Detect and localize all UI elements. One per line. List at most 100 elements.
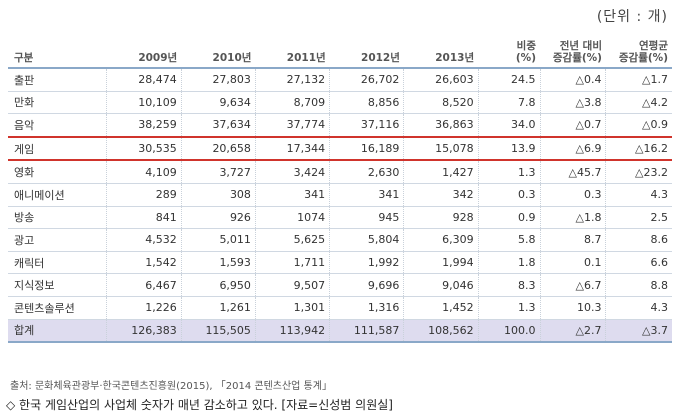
table-cell: △3.8 — [540, 91, 607, 115]
column-header: 연평균 증감률(%) — [605, 30, 672, 69]
table-cell: 0.3 — [478, 183, 541, 207]
row-label: 지식정보 — [8, 273, 108, 297]
table-cell: 342 — [403, 183, 479, 207]
table-cell: 841 — [106, 206, 182, 230]
table-cell: 113,942 — [255, 319, 331, 344]
table-cell: 15,078 — [403, 135, 479, 162]
table-cell: 6,467 — [106, 273, 182, 297]
table-cell: 24.5 — [478, 68, 541, 92]
table-cell: △23.2 — [605, 160, 672, 184]
table-cell: △6.9 — [540, 135, 607, 162]
table-cell: 1.3 — [478, 296, 541, 320]
table-cell: 36,863 — [403, 113, 479, 138]
table-cell: 17,344 — [255, 135, 331, 162]
table-cell: 1,711 — [255, 251, 331, 275]
column-header: 비중 (%) — [478, 30, 540, 69]
table-cell: △6.7 — [540, 273, 607, 297]
table-cell: 27,803 — [181, 68, 256, 92]
table-cell: 5,011 — [181, 228, 256, 252]
table-row: 캐릭터 1,542 1,593 1,711 1,992 1,994 1.8 0.1 6.6 — [8, 251, 672, 275]
table-cell: 1,994 — [403, 251, 479, 275]
table-cell: 6,950 — [181, 273, 256, 297]
row-label: 캐릭터 — [8, 251, 108, 275]
table-cell: 6.6 — [605, 251, 672, 275]
table-cell: 928 — [403, 206, 479, 230]
table-cell: 3,424 — [255, 160, 331, 184]
table-cell: 1,542 — [106, 251, 182, 275]
table-cell: △2.7 — [540, 319, 607, 344]
table-cell: 34.0 — [478, 113, 541, 138]
table-cell: 126,383 — [106, 319, 182, 344]
table-row: 지식정보 6,467 6,950 9,507 9,696 9,046 8.3 △6.7 8.8 — [8, 273, 672, 297]
column-header: 2013년 — [403, 30, 479, 69]
table-cell: 26,603 — [403, 68, 479, 92]
unit-label: (단위 : 개) — [596, 9, 668, 25]
table-cell: 8,856 — [329, 91, 405, 115]
source-note: 출처: 문화체육관광부·한국콘텐츠진흥원(2015), 「2014 콘텐츠산업 … — [10, 381, 332, 392]
table-cell: 3,727 — [181, 160, 256, 184]
column-header: 2009년 — [106, 30, 182, 69]
table-cell: 28,474 — [106, 68, 182, 92]
table-cell: 38,259 — [106, 113, 182, 138]
table-cell: △0.9 — [605, 113, 672, 138]
table-cell: 26,702 — [329, 68, 405, 92]
table-cell: 10,109 — [106, 91, 182, 115]
table-cell: 20,658 — [181, 135, 256, 162]
table-cell: 37,116 — [329, 113, 405, 138]
table-cell: 9,046 — [403, 273, 479, 297]
table-cell: 27,132 — [255, 68, 331, 92]
table-cell: 5.8 — [478, 228, 541, 252]
table-cell: 9,634 — [181, 91, 256, 115]
table-cell: 4.3 — [605, 296, 672, 320]
table-cell: 5,804 — [329, 228, 405, 252]
table-cell: 341 — [329, 183, 405, 207]
table-cell: 13.9 — [478, 135, 541, 162]
table-body: 출판 28,474 27,803 27,132 26,702 26,603 24.5 △0.4… — [8, 68, 672, 344]
table-cell: 1,226 — [106, 296, 182, 320]
table-row: 만화 10,109 9,634 8,709 8,856 8,520 7.8 △3.8 △4.2 — [8, 91, 672, 115]
table-cell: 115,505 — [181, 319, 256, 344]
table-cell: 8.7 — [540, 228, 607, 252]
table-cell: 289 — [106, 183, 182, 207]
table-cell: 4.3 — [605, 183, 672, 207]
column-header: 2010년 — [181, 30, 256, 69]
table-cell: 37,774 — [255, 113, 331, 138]
table-cell: 945 — [329, 206, 405, 230]
table-cell: 100.0 — [478, 319, 541, 344]
row-label: 방송 — [8, 206, 108, 230]
total-row: 합계 126,383 115,505 113,942 111,587 108,562 100… — [8, 319, 672, 344]
row-label: 합계 — [8, 319, 108, 344]
table-cell: 1.8 — [478, 251, 541, 275]
table-cell: △1.8 — [540, 206, 607, 230]
table-cell: △45.7 — [540, 160, 607, 184]
table-cell: 1,992 — [329, 251, 405, 275]
table-cell: 0.9 — [478, 206, 541, 230]
row-label: 영화 — [8, 160, 108, 184]
table-row: 광고 4,532 5,011 5,625 5,804 6,309 5.8 8.7 8.6 — [8, 228, 672, 252]
row-label: 애니메이션 — [8, 183, 108, 207]
table-cell: 4,109 — [106, 160, 182, 184]
table-cell: 16,189 — [329, 135, 405, 162]
row-label: 콘텐츠솔루션 — [8, 296, 108, 320]
table-row: 콘텐츠솔루션 1,226 1,261 1,301 1,316 1,452 1.3 10.3 4.… — [8, 296, 672, 320]
table-cell: 308 — [181, 183, 256, 207]
table-cell: △0.4 — [540, 68, 607, 92]
column-header: 전년 대비 증감률(%) — [540, 30, 606, 69]
table-cell: 4,532 — [106, 228, 182, 252]
table-cell: △3.7 — [605, 319, 672, 344]
table-row: 애니메이션 289 308 341 341 342 0.3 0.3 4.3 — [8, 183, 672, 207]
table-cell: △0.7 — [540, 113, 607, 138]
row-label: 음악 — [8, 113, 108, 138]
table-cell: 1.3 — [478, 160, 541, 184]
table-cell: 926 — [181, 206, 256, 230]
table-row: 게임 30,535 20,658 17,344 16,189 15,078 13.9 △6.9… — [8, 135, 672, 162]
table-cell: 2.5 — [605, 206, 672, 230]
table-cell: 7.8 — [478, 91, 541, 115]
table-cell: △1.7 — [605, 68, 672, 92]
column-header: 2012년 — [329, 30, 404, 69]
table-cell: 5,625 — [255, 228, 331, 252]
table-cell: 8.6 — [605, 228, 672, 252]
column-header: 2011년 — [255, 30, 330, 69]
column-header: 구분 — [8, 30, 107, 69]
header-row: 구분 2009년 2010년 2011년 2012년 2013년 비중 (%) 전년 대비 증… — [8, 30, 672, 69]
